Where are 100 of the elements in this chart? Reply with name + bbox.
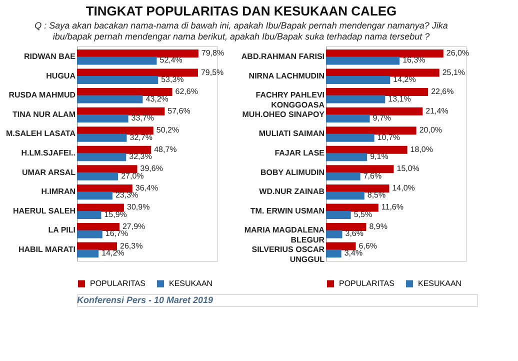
data-label: 39,6% (140, 164, 163, 174)
bar (77, 210, 102, 219)
data-label: 15,9% (104, 210, 127, 219)
y-tick-label: TM. ERWIN USMAN (250, 206, 325, 216)
bar (326, 223, 366, 232)
bar (326, 242, 356, 250)
data-label: 30,9% (127, 202, 150, 212)
data-label: 52,4% (160, 56, 182, 65)
data-label: 8,9% (369, 222, 388, 232)
data-label: 10,7% (377, 132, 400, 142)
bar (326, 68, 440, 77)
bar (326, 153, 368, 162)
y-tick-label: RUSDA MAHMUD (8, 90, 76, 100)
bar (77, 250, 99, 258)
bar (326, 56, 400, 65)
data-label: 36,4% (135, 183, 158, 192)
y-tick-label: WD.NUR ZAINAB (259, 187, 325, 196)
data-label: 27,9% (122, 222, 146, 232)
y-tick-label: HABIL MARATI (18, 244, 76, 254)
data-label: 5,5% (354, 210, 372, 219)
bar (77, 204, 124, 212)
data-label: 14,2% (393, 74, 416, 84)
y-tick-label: HAERUL SALEH (12, 206, 76, 216)
data-label: 9,1% (370, 152, 388, 162)
text: Q : Saya akan bacakan nama-nama di bawah ini, apakah Ibu/Bapak pernah mendengar namanya? Jika ibu/bapak pernah mendengar nama berikut, apakah Ibu/Bapak suka terhadap nama tersebut ? (34, 20, 448, 42)
data-label: 21,4% (426, 106, 448, 116)
y-tick-label: UMAR ARSAL (22, 168, 76, 177)
bar (77, 192, 112, 200)
data-label: 25,1% (442, 68, 466, 77)
data-label: 43,2% (146, 94, 168, 104)
bar (326, 204, 378, 212)
bar (77, 107, 165, 116)
data-label: 6,6% (358, 241, 378, 250)
bar (77, 126, 154, 135)
text: Konferensi Pers - 10 Maret 2019 (77, 295, 214, 305)
bar (77, 230, 102, 238)
bar (326, 192, 364, 200)
data-label: 79,5% (200, 68, 224, 77)
bar (326, 134, 374, 142)
data-label: 11,6% (381, 202, 404, 212)
data-label: 8,5% (367, 190, 386, 200)
bar (77, 184, 132, 192)
legend-label: POPULARITAS (90, 278, 146, 288)
bar (77, 68, 198, 77)
data-label: 32,7% (130, 132, 152, 142)
bar (326, 184, 390, 192)
y-tick-label: FACHRY PAHLEVI KONGGOASA (256, 90, 325, 110)
bar (326, 114, 370, 123)
bar (77, 76, 158, 84)
bar (326, 107, 423, 116)
legend-label: POPULARITAS (339, 278, 394, 288)
data-label: 3,6% (345, 229, 364, 238)
y-tick-label: H.IMRAN (41, 187, 76, 196)
legend-label: KESUKAAN (418, 278, 462, 288)
bar (77, 165, 138, 174)
data-label: 15,0% (396, 164, 420, 174)
bar (77, 49, 198, 58)
y-tick-label: MUH.OHEO SINAPOY (242, 110, 326, 119)
y-tick-label: TINA NUR ALAM (12, 110, 76, 119)
bar (77, 242, 118, 250)
bar (326, 88, 428, 96)
data-label: 79,8% (201, 48, 224, 58)
data-label: 3,4% (344, 248, 363, 258)
legend-label: KESUKAAN (169, 278, 213, 288)
y-tick-label: M.SALEH LASATA (6, 129, 76, 138)
data-label: 14,0% (392, 183, 415, 192)
data-label: 50,2% (156, 126, 180, 135)
data-label: 26,3% (120, 241, 143, 250)
y-tick-label: RIDWAN BAE (24, 52, 76, 62)
bar (326, 126, 416, 135)
data-label: 57,6% (168, 106, 190, 116)
data-label: 16,3% (402, 56, 426, 65)
data-label: 22,6% (431, 87, 454, 96)
y-tick-label: ABD.RAHMAN FARISI (241, 52, 324, 62)
data-label: 18,0% (410, 144, 433, 154)
data-label: 20,0% (419, 126, 442, 135)
bar (326, 146, 408, 154)
data-label: 33,7% (131, 114, 154, 123)
bar (77, 114, 128, 123)
data-label: 27,0% (121, 171, 144, 180)
data-label: 9,7% (372, 114, 392, 123)
bar (326, 49, 444, 58)
bar (326, 172, 360, 180)
y-tick-label: BOBY ALIMUDIN (260, 168, 325, 177)
y-tick-label: LA PILI (48, 226, 76, 235)
bar (77, 56, 157, 65)
y-tick-label: H.LM.SJAFEI.. (21, 148, 76, 158)
bar (326, 250, 342, 258)
y-tick-label: MULIATI SAIMAN (258, 129, 325, 138)
data-label: 62,6% (175, 87, 198, 96)
data-label: 23,3% (115, 190, 138, 200)
y-tick-label: MARIA MAGDALENA BLEGUR (244, 226, 325, 245)
data-label: 13,1% (388, 94, 411, 104)
bar (77, 95, 143, 104)
chart-title: TINGKAT POPULARITAS DAN KESUKAAN CALEG (86, 4, 397, 18)
data-label: 32,3% (129, 152, 152, 162)
y-tick-label: HUGUA (46, 71, 76, 80)
bar (326, 210, 351, 219)
data-label: 14,2% (102, 248, 124, 258)
bar (77, 146, 152, 154)
